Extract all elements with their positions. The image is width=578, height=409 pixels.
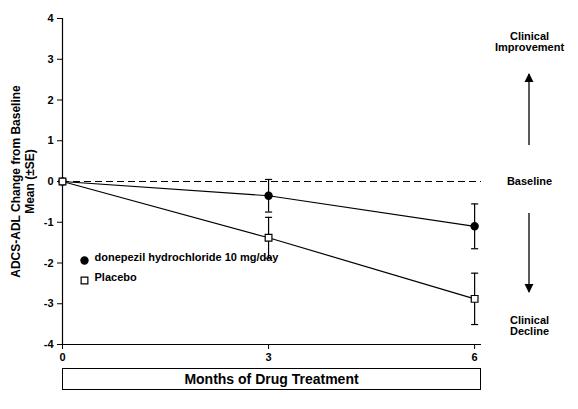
svg-text:-1: -1 — [44, 216, 54, 228]
svg-text:ADCS-ADL Change from BaselineM: ADCS-ADL Change from BaselineMean (±SE) — [9, 85, 37, 278]
svg-text:Placebo: Placebo — [95, 271, 137, 283]
svg-text:0: 0 — [47, 175, 53, 187]
svg-text:0: 0 — [59, 351, 65, 362]
svg-text:-2: -2 — [44, 257, 54, 269]
svg-text:3: 3 — [47, 53, 53, 65]
svg-text:2: 2 — [47, 94, 53, 106]
svg-text:donepezil hydrochloride 10 mg/: donepezil hydrochloride 10 mg/day — [95, 251, 280, 263]
svg-text:3: 3 — [266, 351, 272, 362]
svg-text:4: 4 — [47, 12, 54, 24]
svg-text:-4: -4 — [44, 338, 55, 350]
svg-text:6: 6 — [472, 351, 478, 362]
svg-text:ClinicalDecline: ClinicalDecline — [510, 314, 549, 337]
svg-text:1: 1 — [47, 134, 53, 146]
svg-text:Baseline: Baseline — [507, 175, 552, 187]
svg-text:ClinicalImprovement: ClinicalImprovement — [495, 30, 564, 53]
html-text:Months of Drug Treatment: Months of Drug Treatment — [184, 371, 359, 387]
svg-text:-3: -3 — [44, 297, 54, 309]
